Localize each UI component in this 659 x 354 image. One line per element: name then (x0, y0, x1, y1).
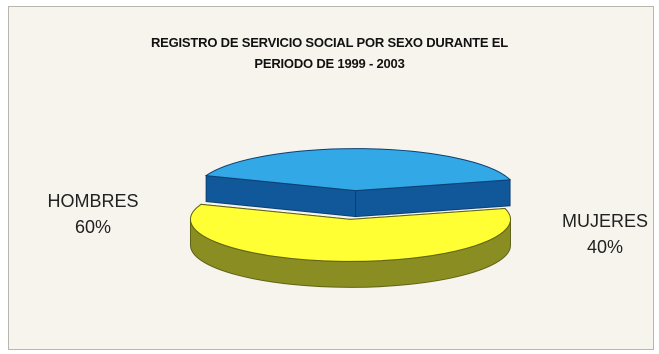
chart-title: REGISTRO DE SERVICIO SOCIAL POR SEXO DUR… (0, 32, 659, 74)
slice-name-mujeres: MUJERES (561, 211, 648, 231)
slice-label-mujeres: MUJERES 40% (550, 208, 659, 260)
pie-slice-mujeres (204, 148, 512, 218)
slice-percent-hombres: 60% (74, 217, 112, 237)
pie-slice-top-mujeres (204, 148, 512, 192)
chart-title-line-2: PERIODO DE 1999 - 2003 (254, 56, 405, 71)
chart-title-line-1: REGISTRO DE SERVICIO SOCIAL POR SEXO DUR… (150, 35, 509, 50)
pie-slice-hombres (189, 203, 511, 288)
pie-slice-top-hombres (190, 203, 511, 262)
slice-label-hombres: HOMBRES 60% (38, 188, 148, 240)
slice-percent-mujeres: 40% (586, 237, 624, 257)
slice-name-hombres: HOMBRES (47, 191, 139, 211)
